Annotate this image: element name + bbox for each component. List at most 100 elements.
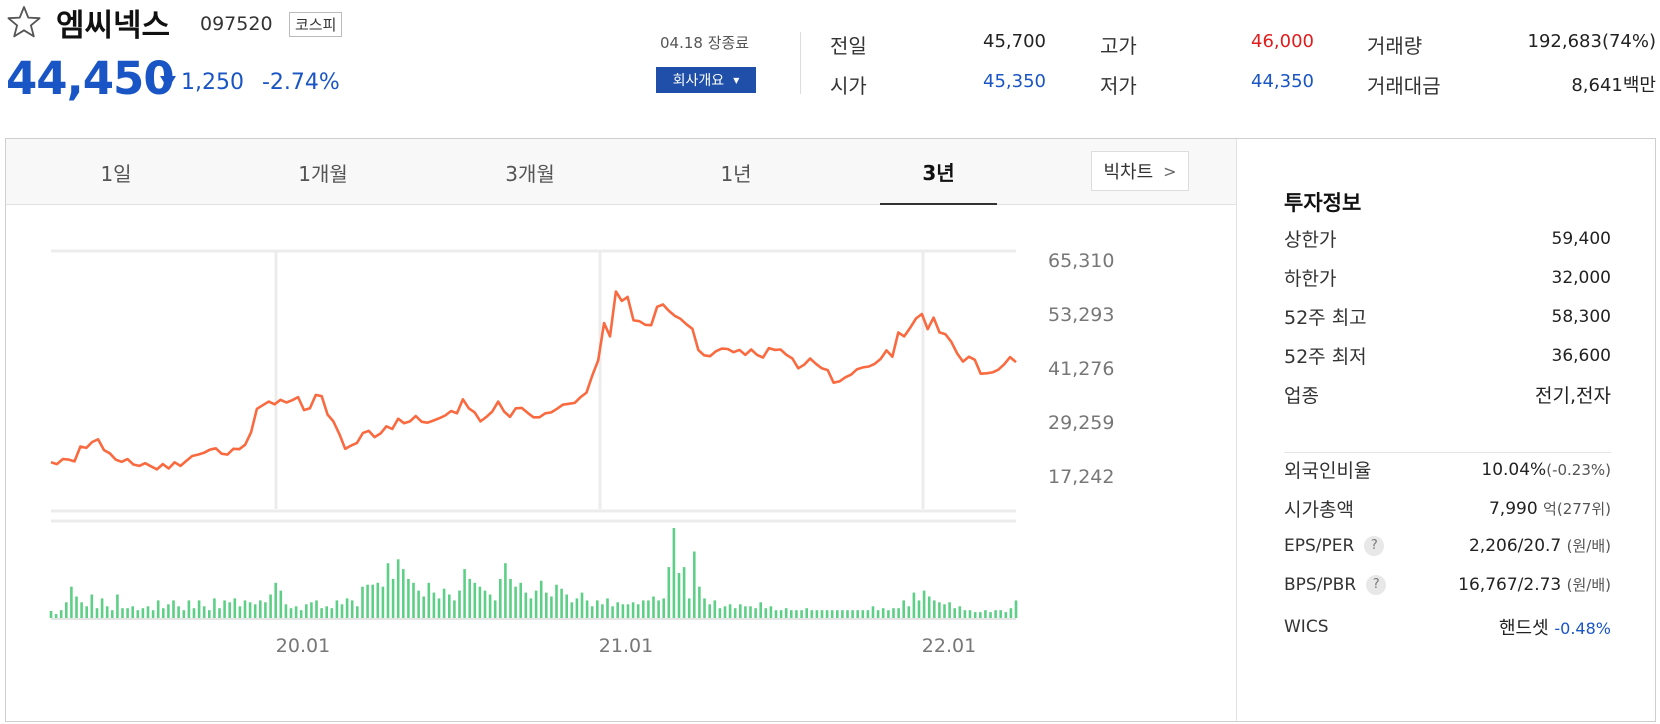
volume-bar [897, 608, 900, 618]
eps-per-label: EPS/PER [1284, 535, 1355, 556]
x-tick-label: 21.01 [599, 635, 653, 657]
volume-bar [922, 590, 926, 618]
tab-1year[interactable]: 1년 [720, 161, 752, 186]
volume-bar [636, 604, 640, 618]
eps-per-unit: (원/배) [1566, 537, 1611, 555]
volume-value: 192,683(74%) [1480, 31, 1657, 52]
volume-bar [90, 594, 94, 618]
investment-info-title: 투자정보 [1284, 191, 1362, 215]
volume-bar [136, 610, 140, 618]
tab-3month[interactable]: 3개월 [505, 161, 555, 186]
volume-bar [391, 578, 395, 618]
volume-bar [279, 590, 283, 618]
volume-bar [514, 586, 517, 618]
volume-bar [151, 610, 155, 618]
volume-bar [820, 610, 824, 618]
volume-bar [126, 608, 129, 618]
volume-bar [320, 608, 323, 618]
volume-bar [468, 578, 471, 618]
volume-bar [386, 563, 390, 618]
foreign-ratio-value: 10.04%(-0.23%) [1481, 460, 1611, 480]
tab-1day[interactable]: 1일 [100, 161, 132, 186]
volume-bar [432, 592, 436, 618]
volume-bar [269, 594, 272, 618]
eps-per-number: 2,206/20.7 [1468, 536, 1562, 556]
volume-bar [723, 606, 727, 618]
w52-high-label: 52주 최고 [1284, 307, 1367, 329]
tab-3year[interactable]: 3년 [880, 139, 997, 205]
low-label: 저가 [1100, 74, 1137, 98]
volume-bar [550, 596, 553, 618]
volume-bar [289, 608, 293, 618]
volume-bar [493, 600, 497, 618]
volume-bar [100, 598, 104, 618]
volume-bar [396, 559, 400, 618]
wics-label: WICS [1284, 617, 1329, 637]
wics-row: WICS 핸드셋 -0.48% [1284, 614, 1611, 640]
volume-bar [984, 610, 987, 618]
favorite-star-icon[interactable] [6, 4, 42, 40]
volume-bar [979, 612, 982, 618]
volume-bar [892, 608, 895, 618]
company-overview-button[interactable]: 회사개요 ▼ [656, 67, 756, 93]
volume-bar [407, 578, 410, 618]
volume-bar [524, 592, 528, 618]
wics-sector[interactable]: 핸드셋 [1498, 618, 1549, 639]
volume-bar [662, 598, 665, 618]
volume-bar [478, 586, 482, 618]
lower-limit-value: 32,000 [1551, 267, 1611, 288]
volume-bar [836, 610, 839, 618]
volume-bar [156, 600, 160, 618]
y-tick-label: 29,259 [1048, 412, 1114, 434]
volume-bar [458, 590, 461, 618]
stock-name: 엠씨넥스 [56, 8, 171, 44]
volume-bar [718, 608, 722, 618]
y-tick-label: 53,293 [1048, 304, 1114, 326]
volume-bar [708, 604, 711, 618]
volume-bar [846, 610, 849, 618]
volume-bar [299, 610, 303, 618]
volume-bar [192, 608, 196, 618]
wics-value: 핸드셋 -0.48% [1499, 614, 1611, 640]
volume-bar [968, 610, 972, 618]
y-tick-label: 17,242 [1048, 466, 1114, 488]
volume-bar [529, 598, 533, 618]
volume-bar [534, 590, 538, 618]
volume-label: 거래량 [1367, 34, 1423, 58]
help-icon[interactable]: ? [1364, 535, 1385, 556]
volume-bar [994, 610, 997, 618]
w52-low-row: 52주 최저 36,600 [1284, 342, 1611, 369]
foreign-ratio-number: 10.04% [1481, 459, 1547, 480]
change-amount: 1,250 [181, 70, 244, 95]
sector-value[interactable]: 전기,전자 [1535, 385, 1611, 407]
bigchart-button[interactable]: 빅차트 > [1091, 151, 1189, 191]
volume-bar [238, 606, 242, 618]
chart-area: 1일 1개월 3개월 1년 3년 빅차트 > 65,310 53,293 41,27… [6, 139, 1236, 721]
x-tick-label: 20.01 [276, 635, 330, 657]
volume-bar [59, 610, 63, 618]
market-cap-rank: (277위) [1556, 500, 1611, 518]
volume-bar [70, 586, 73, 618]
volume-bar [999, 610, 1002, 618]
tab-1month[interactable]: 1개월 [298, 161, 348, 186]
y-tick-label: 41,276 [1048, 358, 1114, 380]
volume-bar [315, 600, 318, 618]
volume-bar [902, 600, 905, 618]
volume-bar [647, 600, 650, 618]
volume-bar [356, 606, 359, 618]
volume-ratio: (74%) [1601, 31, 1656, 52]
market-session-status: 04.18 장종료 [660, 34, 750, 52]
prev-close-label: 전일 [830, 34, 867, 58]
volume-bar [876, 610, 880, 618]
volume-bar [182, 610, 186, 618]
help-icon[interactable]: ? [1366, 574, 1387, 595]
bigchart-label: 빅차트 [1103, 162, 1154, 183]
volume-bar [677, 573, 681, 618]
volume-bar [948, 602, 951, 618]
amount-number: 8,641 [1571, 75, 1623, 96]
foreign-ratio-label: 외국인비율 [1284, 460, 1372, 482]
volume-bar [146, 606, 150, 618]
volume-bar [927, 596, 931, 618]
volume-bar [105, 606, 109, 618]
volume-bar [667, 567, 671, 618]
